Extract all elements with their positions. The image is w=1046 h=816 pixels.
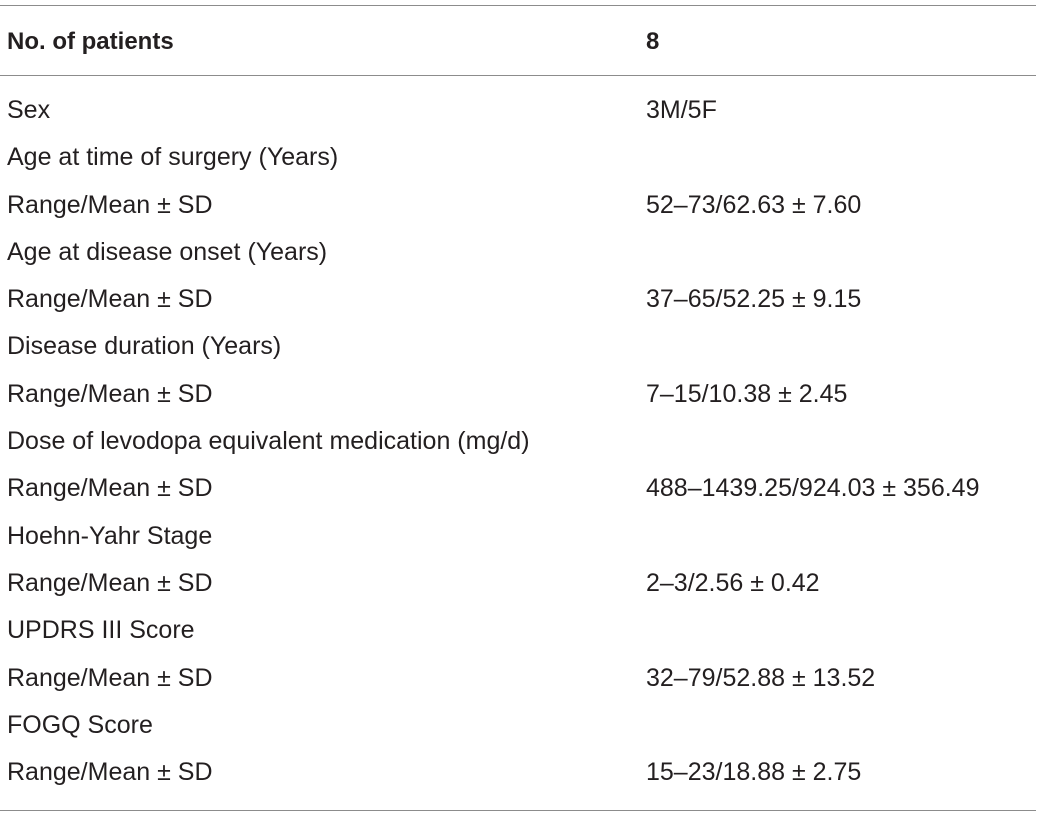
header-cell-value: 8: [646, 28, 660, 55]
row-value: 15–23/18.88 ± 2.75: [646, 758, 862, 787]
row-value: 52–73/62.63 ± 7.60: [646, 190, 862, 219]
row-label: Sex: [7, 96, 51, 124]
row-value: 32–79/52.88 ± 13.52: [646, 663, 876, 692]
row-label: Range/Mean ± SD: [7, 474, 213, 503]
row-label: Disease duration (Years): [7, 332, 282, 361]
table-header-row: No. of patients 8: [0, 6, 1036, 75]
table-row: Range/Mean ± SD 7–15/10.38 ± 2.45: [0, 374, 1036, 421]
table-row: Dose of levodopa equivalent medication (…: [0, 421, 1036, 468]
table-row: Range/Mean ± SD 32–79/52.88 ± 13.52: [0, 658, 1036, 705]
table-row: Range/Mean ± SD 52–73/62.63 ± 7.60: [0, 185, 1036, 232]
row-value: 2–3/2.56 ± 0.42: [646, 568, 820, 597]
header-cell-label: No. of patients: [7, 28, 174, 55]
table-row: UPDRS III Score: [0, 610, 1036, 657]
row-value: 3M/5F: [646, 96, 717, 124]
table-bottom-rule: [0, 810, 1036, 811]
table-row: Hoehn-Yahr Stage: [0, 516, 1036, 563]
table-row: Sex 3M/5F: [0, 90, 1036, 137]
row-label: Hoehn-Yahr Stage: [7, 521, 213, 550]
table-row: Age at time of surgery (Years): [0, 137, 1036, 184]
row-label: UPDRS III Score: [7, 616, 195, 645]
table-row: FOGQ Score: [0, 705, 1036, 752]
table-row: Age at disease onset (Years): [0, 232, 1036, 279]
row-label: Dose of levodopa equivalent medication (…: [7, 427, 530, 456]
table-row: Range/Mean ± SD 37–65/52.25 ± 9.15: [0, 279, 1036, 326]
row-label: Age at time of surgery (Years): [7, 143, 339, 172]
row-label: Range/Mean ± SD: [7, 379, 213, 408]
table-row: Disease duration (Years): [0, 326, 1036, 373]
row-value: 7–15/10.38 ± 2.45: [646, 379, 848, 408]
row-label: Range/Mean ± SD: [7, 758, 213, 787]
table-row: Range/Mean ± SD 15–23/18.88 ± 2.75: [0, 752, 1036, 799]
row-label: Range/Mean ± SD: [7, 285, 213, 314]
table-body: Sex 3M/5F Age at time of surgery (Years)…: [0, 90, 1036, 799]
row-label: Range/Mean ± SD: [7, 568, 213, 597]
row-value: 37–65/52.25 ± 9.15: [646, 285, 862, 314]
row-label: Age at disease onset (Years): [7, 237, 328, 266]
row-label: Range/Mean ± SD: [7, 663, 213, 692]
row-value: 488–1439.25/924.03 ± 356.49: [646, 474, 980, 503]
table-top-rule: [0, 5, 1036, 6]
row-label: FOGQ Score: [7, 710, 153, 739]
table-row: Range/Mean ± SD 2–3/2.56 ± 0.42: [0, 563, 1036, 610]
row-label: Range/Mean ± SD: [7, 190, 213, 219]
table-header-rule: [0, 75, 1036, 76]
table-row: Range/Mean ± SD 488–1439.25/924.03 ± 356…: [0, 468, 1036, 515]
